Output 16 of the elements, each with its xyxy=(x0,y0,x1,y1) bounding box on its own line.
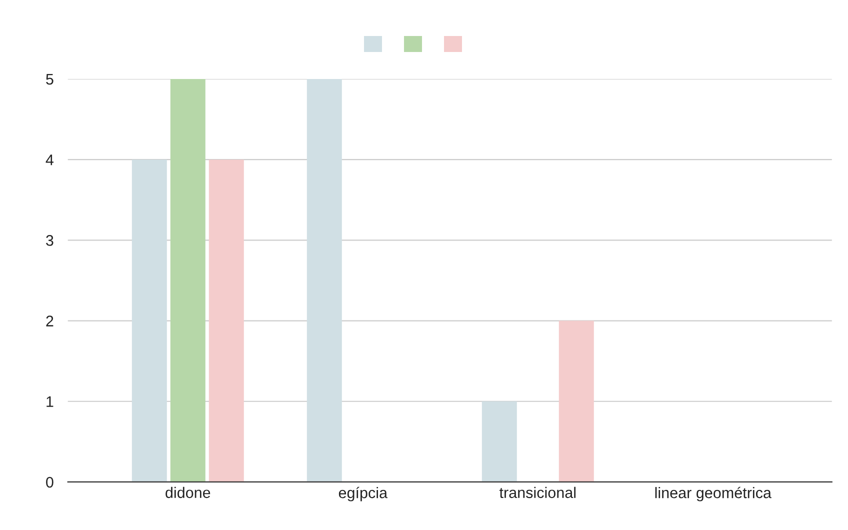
x-tick-label: linear geométrica xyxy=(655,486,772,502)
bar xyxy=(482,401,517,482)
bar xyxy=(132,160,167,482)
bar xyxy=(208,160,244,482)
y-tick-label: 4 xyxy=(46,154,54,166)
y-tick-label: 5 xyxy=(46,74,54,85)
y-tick-label: 1 xyxy=(46,396,54,407)
bar xyxy=(558,320,594,482)
bar xyxy=(306,78,342,482)
bar xyxy=(170,78,206,482)
x-tick-label: egípcia xyxy=(338,486,388,502)
x-tick-label: transicional xyxy=(499,486,576,498)
y-tick-label: 3 xyxy=(46,235,54,246)
y-tick-label: 2 xyxy=(46,316,54,326)
x-tick-label: didone xyxy=(166,486,210,498)
y-tick-label: 0 xyxy=(46,476,54,488)
